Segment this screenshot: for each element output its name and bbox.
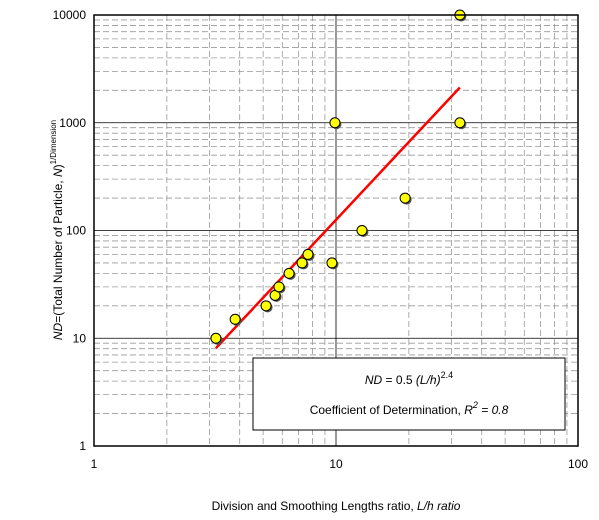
point [210,332,222,344]
x-tick-label: 100 [568,457,588,471]
y-label-italic: N [51,168,65,177]
point [302,248,314,260]
annotation-box [252,357,566,431]
y-label-text: ) [51,164,65,168]
point [454,117,466,129]
point [229,313,241,325]
marks [210,9,467,350]
point [356,225,368,236]
r2-text: Coefficient of Determination, [310,403,465,417]
r2-val: = 0.8 [478,403,509,417]
y-label-sup: 1/Dimension [49,120,58,164]
x-tick-label: 10 [329,457,343,471]
y-tick-label: 100 [66,224,86,238]
point [296,257,308,269]
point [260,300,272,312]
y-tick-label: 10000 [53,8,87,22]
equation: ND = 0.5 (L/h)2.4 [365,370,453,387]
eq-mid: = [382,373,396,387]
r2-sym: R [464,403,473,417]
y-tick-label: 1 [79,439,86,453]
y-label-italic: ND [51,322,65,340]
y-tick-label: 10 [73,331,87,345]
eq-lhs: ND [365,373,383,387]
fit-line [215,86,461,350]
eq-exp: 2.4 [441,370,454,380]
y-axis-label: ND=(Total Number of Particle, N)1/Dimens… [49,120,65,340]
point [399,192,411,204]
point [326,257,338,269]
point [273,281,285,293]
point [283,267,295,279]
eq-coef: 0.5 [396,373,413,387]
x-axis-label: Division and Smoothing Lengths ratio, L/… [212,499,461,513]
y-tick-label: 1000 [59,116,86,130]
y-label-text: =(Total Number of Particle, [51,177,65,323]
x-label-text: Division and Smoothing Lengths ratio, [212,499,417,513]
point [329,117,341,129]
plot-frame [93,14,579,447]
r-squared: Coefficient of Determination, R2 = 0.8 [310,400,509,417]
r2-sup: 2 [472,400,478,410]
x-tick-label: 1 [91,457,98,471]
x-label-italic: L/h ratio [417,499,461,513]
eq-var: (L/h) [416,373,441,387]
